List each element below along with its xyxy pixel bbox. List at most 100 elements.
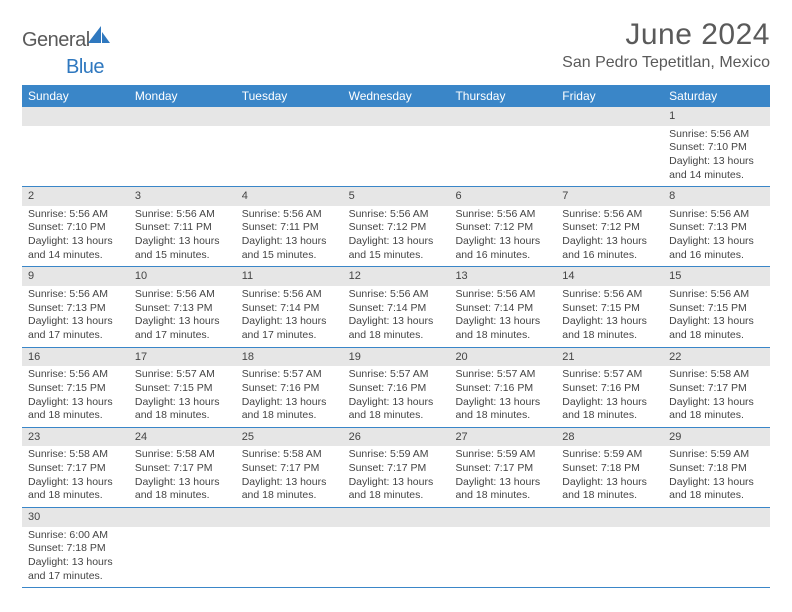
sunset-text: Sunset: 7:12 PM [349,221,444,235]
daylight-text: Daylight: 13 hours and 15 minutes. [349,235,444,262]
day-number: 21 [562,351,574,363]
week-daynum-row: 2345678 [22,187,770,206]
day-info-cell: Sunrise: 5:56 AMSunset: 7:14 PMDaylight:… [449,286,556,347]
day-info-cell: Sunrise: 5:56 AMSunset: 7:10 PMDaylight:… [22,206,129,267]
sunset-text: Sunset: 7:10 PM [669,141,764,155]
day-info-cell: Sunrise: 5:58 AMSunset: 7:17 PMDaylight:… [129,446,236,507]
daylight-text: Daylight: 13 hours and 18 minutes. [669,315,764,342]
day-number-cell: 12 [343,267,450,286]
sunrise-text: Sunrise: 5:56 AM [349,208,444,222]
week-daynum-row: 23242526272829 [22,428,770,447]
sunrise-text: Sunrise: 5:56 AM [349,288,444,302]
calendar-grid: 1Sunrise: 5:56 AMSunset: 7:10 PMDaylight… [22,107,770,588]
sunrise-text: Sunrise: 5:59 AM [349,448,444,462]
day-info-cell: Sunrise: 5:59 AMSunset: 7:17 PMDaylight:… [449,446,556,507]
daylight-text: Daylight: 13 hours and 15 minutes. [135,235,230,262]
day-number: 14 [562,270,574,282]
sunrise-text: Sunrise: 5:59 AM [455,448,550,462]
day-info-cell: Sunrise: 5:56 AMSunset: 7:12 PMDaylight:… [449,206,556,267]
calendar: Sunday Monday Tuesday Wednesday Thursday… [22,85,770,588]
sunrise-text: Sunrise: 5:57 AM [242,368,337,382]
day-number-cell: 24 [129,428,236,447]
day-number: 20 [455,351,467,363]
week-info-row: Sunrise: 5:56 AMSunset: 7:15 PMDaylight:… [22,366,770,428]
day-number-cell [343,508,450,527]
day-number: 25 [242,431,254,443]
sunrise-text: Sunrise: 5:56 AM [455,208,550,222]
day-info-cell: Sunrise: 5:57 AMSunset: 7:15 PMDaylight:… [129,366,236,427]
sunset-text: Sunset: 7:12 PM [455,221,550,235]
day-number-cell: 5 [343,187,450,206]
daylight-text: Daylight: 13 hours and 18 minutes. [135,396,230,423]
day-number-cell: 28 [556,428,663,447]
logo-sail-icon [88,26,110,50]
week-info-row: Sunrise: 6:00 AMSunset: 7:18 PMDaylight:… [22,527,770,589]
day-number-cell [663,508,770,527]
day-number-cell: 6 [449,187,556,206]
sunset-text: Sunset: 7:14 PM [455,302,550,316]
day-number: 5 [349,190,355,202]
sunset-text: Sunset: 7:17 PM [28,462,123,476]
day-info-cell: Sunrise: 5:57 AMSunset: 7:16 PMDaylight:… [449,366,556,427]
sunset-text: Sunset: 7:17 PM [349,462,444,476]
dow-header-row: Sunday Monday Tuesday Wednesday Thursday… [22,85,770,107]
day-info-cell: Sunrise: 5:56 AMSunset: 7:15 PMDaylight:… [22,366,129,427]
day-info-cell [236,126,343,187]
day-number-cell: 13 [449,267,556,286]
week-daynum-row: 16171819202122 [22,348,770,367]
day-info-cell [449,126,556,187]
sunset-text: Sunset: 7:13 PM [28,302,123,316]
day-number: 29 [669,431,681,443]
sunrise-text: Sunrise: 5:56 AM [28,288,123,302]
day-number-cell: 27 [449,428,556,447]
day-info-cell [449,527,556,588]
day-info-cell: Sunrise: 5:56 AMSunset: 7:10 PMDaylight:… [663,126,770,187]
day-number-cell: 19 [343,348,450,367]
day-info-cell: Sunrise: 5:56 AMSunset: 7:11 PMDaylight:… [236,206,343,267]
day-number: 13 [455,270,467,282]
day-number-cell: 2 [22,187,129,206]
sunrise-text: Sunrise: 5:58 AM [135,448,230,462]
calendar-page: General Blue June 2024 San Pedro Tepetit… [0,0,792,598]
day-info-cell: Sunrise: 5:56 AMSunset: 7:15 PMDaylight:… [556,286,663,347]
day-number: 15 [669,270,681,282]
sunset-text: Sunset: 7:14 PM [242,302,337,316]
dow-saturday: Saturday [663,89,770,103]
sunset-text: Sunset: 7:11 PM [135,221,230,235]
day-number-cell [556,508,663,527]
day-number-cell: 25 [236,428,343,447]
sunrise-text: Sunrise: 5:56 AM [135,208,230,222]
week-daynum-row: 9101112131415 [22,267,770,286]
day-number: 9 [28,270,34,282]
day-number: 4 [242,190,248,202]
day-info-cell [343,126,450,187]
day-number-cell: 21 [556,348,663,367]
sunset-text: Sunset: 7:12 PM [562,221,657,235]
sunset-text: Sunset: 7:15 PM [669,302,764,316]
dow-thursday: Thursday [449,89,556,103]
sunrise-text: Sunrise: 5:57 AM [349,368,444,382]
sunset-text: Sunset: 7:11 PM [242,221,337,235]
sunrise-text: Sunrise: 5:56 AM [135,288,230,302]
dow-monday: Monday [129,89,236,103]
sunrise-text: Sunrise: 5:56 AM [28,208,123,222]
day-info-cell: Sunrise: 5:56 AMSunset: 7:13 PMDaylight:… [22,286,129,347]
day-number: 27 [455,431,467,443]
title-block: June 2024 San Pedro Tepetitlan, Mexico [562,18,770,72]
day-info-cell [663,527,770,588]
day-number-cell [556,107,663,126]
location: San Pedro Tepetitlan, Mexico [562,54,770,72]
sunrise-text: Sunrise: 5:56 AM [455,288,550,302]
day-number: 18 [242,351,254,363]
daylight-text: Daylight: 13 hours and 18 minutes. [455,476,550,503]
day-number: 1 [669,110,675,122]
day-number: 11 [242,270,253,282]
header: General Blue June 2024 San Pedro Tepetit… [22,18,770,79]
day-number: 30 [28,511,40,523]
sunset-text: Sunset: 7:13 PM [135,302,230,316]
sunrise-text: Sunrise: 5:56 AM [242,288,337,302]
day-info-cell [343,527,450,588]
logo-text-blue: Blue [66,56,104,78]
day-info-cell: Sunrise: 5:56 AMSunset: 7:15 PMDaylight:… [663,286,770,347]
daylight-text: Daylight: 13 hours and 18 minutes. [349,396,444,423]
